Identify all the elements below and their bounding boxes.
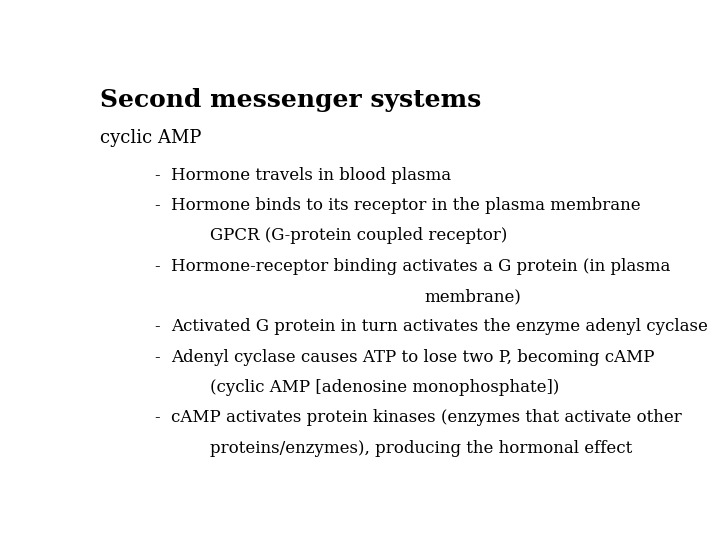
- Text: -: -: [154, 167, 160, 184]
- Text: proteins/enzymes), producing the hormonal effect: proteins/enzymes), producing the hormona…: [210, 440, 632, 457]
- Text: membrane): membrane): [425, 288, 522, 305]
- Text: Hormone binds to its receptor in the plasma membrane: Hormone binds to its receptor in the pla…: [171, 197, 641, 214]
- Text: Second messenger systems: Second messenger systems: [100, 87, 481, 112]
- Text: Hormone-receptor binding activates a G protein (in plasma: Hormone-receptor binding activates a G p…: [171, 258, 670, 275]
- Text: Activated G protein in turn activates the enzyme adenyl cyclase: Activated G protein in turn activates th…: [171, 319, 708, 335]
- Text: -: -: [154, 258, 160, 275]
- Text: -: -: [154, 319, 160, 335]
- Text: Adenyl cyclase causes ATP to lose two P, becoming cAMP: Adenyl cyclase causes ATP to lose two P,…: [171, 349, 654, 366]
- Text: cyclic AMP: cyclic AMP: [100, 129, 202, 147]
- Text: -: -: [154, 409, 160, 427]
- Text: Hormone travels in blood plasma: Hormone travels in blood plasma: [171, 167, 451, 184]
- Text: (cyclic AMP [adenosine monophosphate]): (cyclic AMP [adenosine monophosphate]): [210, 379, 559, 396]
- Text: -: -: [154, 197, 160, 214]
- Text: cAMP activates protein kinases (enzymes that activate other: cAMP activates protein kinases (enzymes …: [171, 409, 682, 427]
- Text: GPCR (G-protein coupled receptor): GPCR (G-protein coupled receptor): [210, 227, 508, 245]
- Text: -: -: [154, 349, 160, 366]
